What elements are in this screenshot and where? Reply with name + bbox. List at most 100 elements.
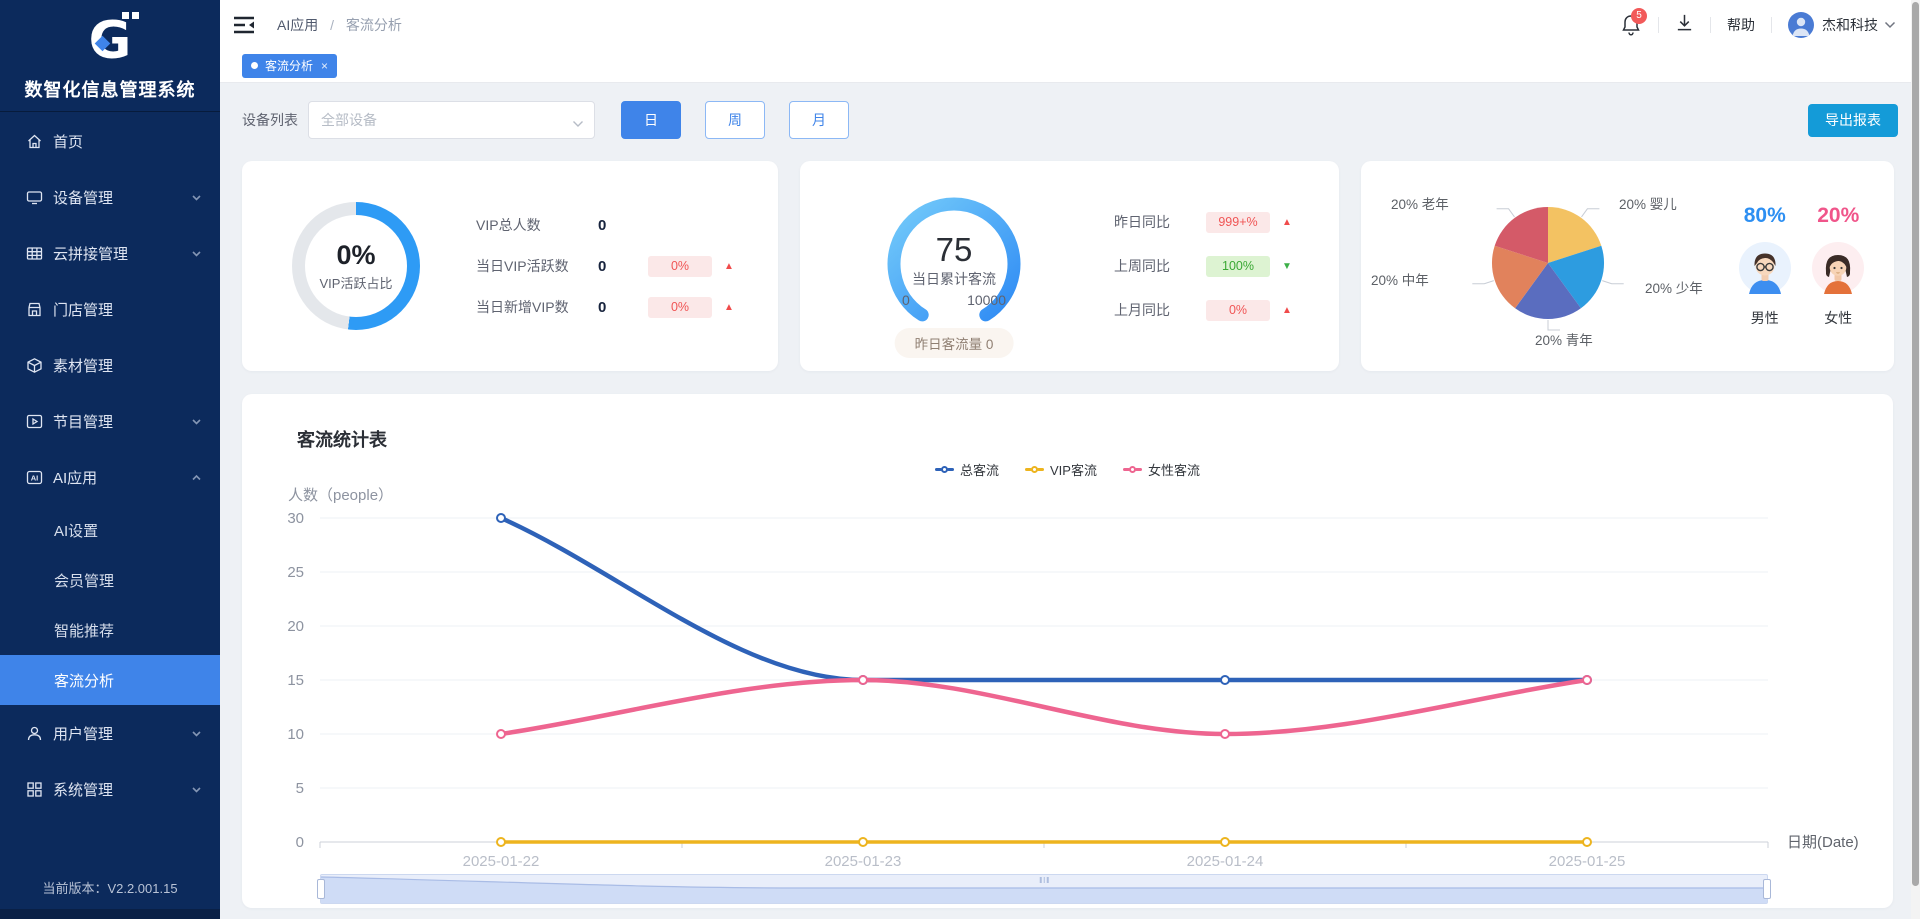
stat-value: 0 bbox=[598, 216, 607, 234]
range-buttons: 日 周 月 bbox=[621, 101, 873, 139]
sidebar-item-ai[interactable]: AI AI应用 bbox=[0, 449, 220, 505]
range-day-button[interactable]: 日 bbox=[621, 101, 681, 139]
sidebar-item-programs[interactable]: 节目管理 bbox=[0, 393, 220, 449]
legend-item-total[interactable]: 总客流 bbox=[935, 460, 999, 479]
sidebar-bottom-strip bbox=[0, 909, 220, 919]
sidebar-submenu-ai: AI设置 会员管理 智能推荐 客流分析 bbox=[0, 505, 220, 705]
chevron-down-icon bbox=[191, 248, 202, 259]
tab-label: 客流分析 bbox=[265, 59, 314, 73]
sidebar-item-label: 首页 bbox=[53, 133, 84, 151]
stat-label: 上周同比 bbox=[1114, 258, 1170, 274]
svg-text:30: 30 bbox=[287, 510, 304, 527]
scrollbar-thumb[interactable] bbox=[1912, 2, 1919, 886]
traffic-chart-card: 客流统计表 总客流 VIP客流 女性客流 0 5 10 15 20 25 30 bbox=[242, 394, 1893, 908]
device-select-placeholder: 全部设备 bbox=[321, 112, 377, 128]
sidebar-item-label: 智能推荐 bbox=[54, 622, 115, 640]
notification-badge: 5 bbox=[1631, 7, 1647, 24]
legend-label: VIP客流 bbox=[1050, 463, 1097, 478]
sidebar-item-label: AI设置 bbox=[54, 522, 99, 540]
sidebar-item-videowall[interactable]: 云拼接管理 bbox=[0, 225, 220, 281]
sidebar-item-devices[interactable]: 设备管理 bbox=[0, 169, 220, 225]
stat-row: 当日VIP活跃数 0 0% ▲ bbox=[476, 246, 734, 287]
sidebar-collapse-icon[interactable] bbox=[233, 15, 255, 35]
range-week-button[interactable]: 周 bbox=[705, 101, 765, 139]
stat-label: 上月同比 bbox=[1114, 302, 1170, 318]
chevron-down-icon bbox=[191, 192, 202, 203]
tab-bar: 客流分析 × bbox=[220, 49, 1920, 83]
tab-traffic-analysis[interactable]: 客流分析 × bbox=[242, 53, 338, 78]
sidebar-item-members[interactable]: 会员管理 bbox=[0, 555, 220, 605]
sidebar-item-traffic-analysis[interactable]: 客流分析 bbox=[0, 655, 220, 705]
filter-row: 设备列表 全部设备 日 周 月 导出报表 bbox=[242, 101, 1898, 139]
female-percent: 20% bbox=[1817, 204, 1860, 227]
chevron-down-icon[interactable] bbox=[1884, 16, 1896, 34]
user-avatar[interactable] bbox=[1788, 11, 1814, 38]
top-bar: AI应用 / 客流分析 5 帮助 杰和科技 bbox=[220, 0, 1920, 49]
daily-traffic-card: 75 当日累计客流 0 10000 昨日客流量 0 昨日同比 999+% bbox=[800, 161, 1339, 371]
datazoom-slider[interactable] bbox=[317, 874, 1771, 904]
breadcrumb: AI应用 / 客流分析 bbox=[277, 15, 402, 35]
svg-text:0: 0 bbox=[296, 834, 304, 851]
monitor-icon bbox=[26, 189, 43, 206]
slider-grip-icon bbox=[1039, 877, 1049, 883]
stat-label: 当日新增VIP数 bbox=[476, 299, 569, 315]
female-label: 女性 bbox=[1824, 310, 1853, 326]
legend-line-icon bbox=[935, 468, 942, 471]
tab-dot-icon bbox=[251, 62, 258, 69]
company-name[interactable]: 杰和科技 bbox=[1822, 16, 1878, 33]
sidebar-item-materials[interactable]: 素材管理 bbox=[0, 337, 220, 393]
store-icon bbox=[26, 301, 43, 318]
stat-badge: 0% bbox=[648, 296, 712, 318]
legend-line-icon bbox=[1037, 468, 1045, 471]
stat-value: 0 bbox=[598, 298, 607, 316]
stat-badge: 0% bbox=[648, 255, 712, 277]
breadcrumb-item[interactable]: AI应用 bbox=[277, 16, 319, 33]
sidebar-item-smart-recommend[interactable]: 智能推荐 bbox=[0, 605, 220, 655]
stat-value: 0 bbox=[598, 257, 607, 275]
sidebar-item-stores[interactable]: 门店管理 bbox=[0, 281, 220, 337]
app-title: 数智化信息管理系统 bbox=[24, 80, 196, 100]
download-button[interactable] bbox=[1675, 13, 1694, 37]
main-area: AI应用 / 客流分析 5 帮助 杰和科技 bbox=[220, 0, 1920, 919]
trend-up-icon: ▲ bbox=[724, 260, 734, 272]
range-month-button[interactable]: 月 bbox=[789, 101, 849, 139]
svg-text:AI: AI bbox=[31, 473, 39, 482]
sidebar-header: G 数智化信息管理系统 bbox=[0, 0, 220, 112]
male-label: 男性 bbox=[1750, 310, 1779, 326]
breadcrumb-separator: / bbox=[330, 16, 335, 33]
top-right-actions: 5 帮助 杰和科技 bbox=[1620, 7, 1896, 38]
svg-text:20: 20 bbox=[287, 618, 304, 635]
sidebar-item-users[interactable]: 用户管理 bbox=[0, 705, 220, 761]
legend-item-vip[interactable]: VIP客流 bbox=[1025, 460, 1097, 479]
tab-close-icon[interactable]: × bbox=[321, 58, 329, 73]
slider-right-handle[interactable] bbox=[1763, 879, 1771, 899]
device-select[interactable]: 全部设备 bbox=[308, 101, 595, 139]
male-stat: 80% bbox=[1735, 204, 1795, 328]
notifications-button[interactable]: 5 bbox=[1620, 7, 1647, 37]
svg-text:2025-01-25: 2025-01-25 bbox=[1549, 853, 1626, 870]
gauge-label: 当日累计客流 bbox=[912, 270, 996, 287]
sidebar-item-ai-settings[interactable]: AI设置 bbox=[0, 505, 220, 555]
sidebar-item-label: 节目管理 bbox=[53, 413, 114, 431]
legend-item-female[interactable]: 女性客流 bbox=[1122, 460, 1200, 479]
divider bbox=[1710, 16, 1711, 33]
legend-line-icon bbox=[1134, 468, 1142, 471]
sidebar-item-home[interactable]: 首页 bbox=[0, 113, 220, 169]
sidebar-item-label: 素材管理 bbox=[53, 357, 114, 375]
pie-label-infant: 20% 婴儿 bbox=[1619, 197, 1677, 212]
svg-text:人数（people）: 人数（people） bbox=[288, 487, 393, 504]
logo-square-icon bbox=[122, 12, 129, 19]
version-label: 当前版本：V2.2.001.15 bbox=[42, 881, 178, 896]
divider bbox=[1771, 16, 1772, 33]
sidebar: G 数智化信息管理系统 首页 设备管理 云拼接管理 bbox=[0, 0, 220, 919]
help-button[interactable]: 帮助 bbox=[1727, 16, 1755, 33]
trend-down-icon: ▼ bbox=[1282, 260, 1292, 272]
svg-text:日期(Date): 日期(Date) bbox=[1787, 834, 1859, 851]
slider-left-handle[interactable] bbox=[317, 879, 325, 899]
sidebar-item-system[interactable]: 系统管理 bbox=[0, 761, 220, 817]
trend-up-icon: ▲ bbox=[1282, 216, 1292, 228]
male-percent: 80% bbox=[1743, 204, 1786, 227]
export-report-button[interactable]: 导出报表 bbox=[1808, 103, 1898, 137]
ai-icon: AI bbox=[26, 469, 43, 486]
gauge-value: 75 bbox=[935, 230, 973, 268]
